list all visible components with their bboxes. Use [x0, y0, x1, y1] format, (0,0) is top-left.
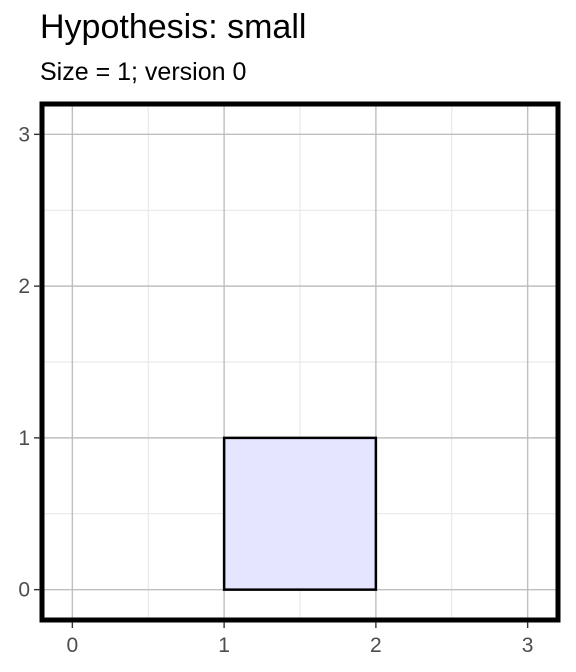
- x-tick-label: 0: [67, 634, 79, 657]
- panel-border: [39, 101, 561, 623]
- x-tick-label: 3: [522, 634, 534, 657]
- chart-subtitle: Size = 1; version 0: [40, 58, 247, 86]
- y-tick-label: 1: [18, 427, 30, 450]
- y-tick-label: 2: [18, 275, 30, 298]
- x-tick-label: 1: [218, 634, 230, 657]
- hypothesis-rect: [222, 436, 378, 591]
- y-tick-label: 0: [18, 579, 30, 602]
- y-tick-label: 3: [18, 123, 30, 146]
- chart-title: Hypothesis: small: [40, 8, 307, 46]
- x-tick-label: 2: [370, 634, 382, 657]
